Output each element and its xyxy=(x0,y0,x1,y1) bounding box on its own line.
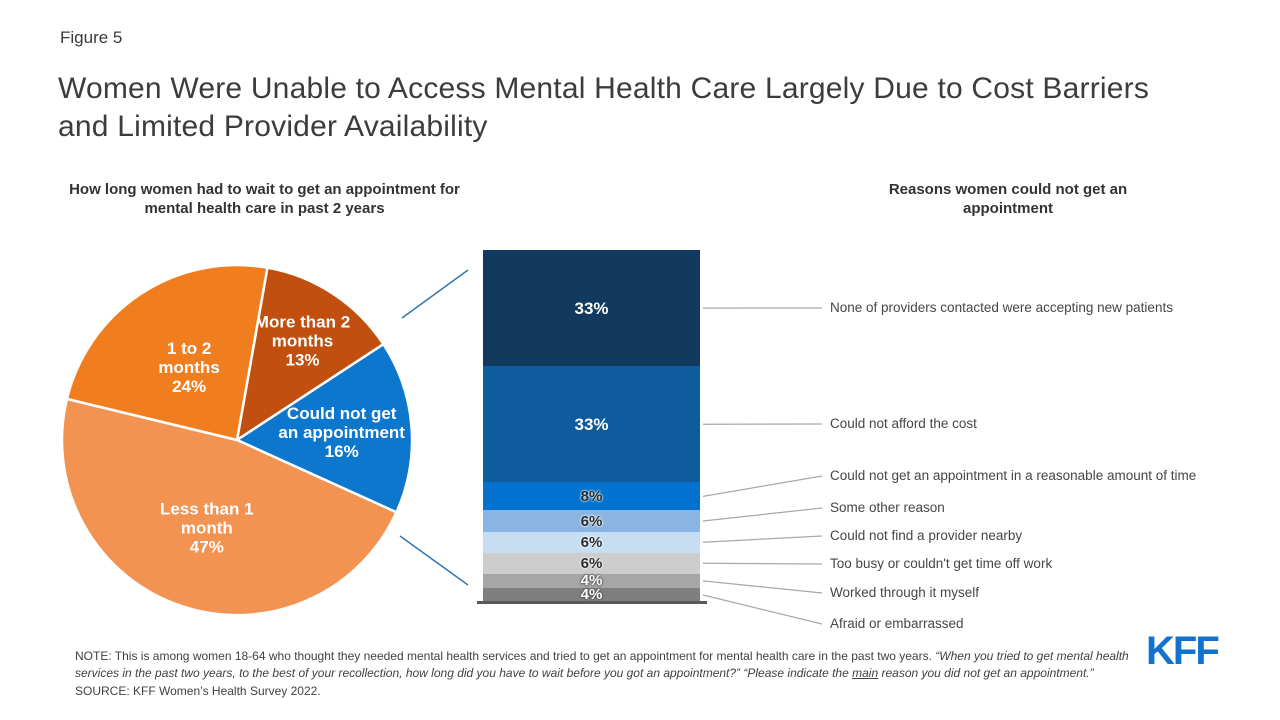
stacked-bar: 33% 33% 8% 6% 6% 6% 4% 4% xyxy=(483,250,700,602)
bar-segment-value: 6% xyxy=(580,512,603,530)
pie-slice-label-less-than-1-month: Less than 1 month 47% xyxy=(160,500,254,557)
bar-segment-value: 6% xyxy=(580,554,603,572)
bar-segment-value: 4% xyxy=(580,572,603,590)
reason-label-some-other-reason: Some other reason xyxy=(830,500,945,515)
leader-line xyxy=(702,475,823,498)
bar-segment-could-not-get-an-appointment-in-a-reason: 8% xyxy=(483,482,700,511)
pie-slice-could-not-get-an-appointment xyxy=(235,342,414,514)
reason-label-could-not-afford-the-cost: Could not afford the cost xyxy=(830,416,977,431)
leader-line xyxy=(702,535,823,543)
kff-logo: KFF xyxy=(1146,629,1220,673)
bar-axis-line xyxy=(477,601,707,604)
leader-line xyxy=(702,594,823,625)
bar-segment-worked-through-it-myself: 4% xyxy=(483,572,700,590)
leader-line xyxy=(702,580,823,594)
reason-label-could-not-get-an-appointment-in-a-reason: Could not get an appointment in a reason… xyxy=(830,468,1197,483)
pie-chart: More than 2 months 13% Could not get an appo… xyxy=(60,263,414,617)
pie-slice-less-than-1-month xyxy=(60,397,398,617)
leader-line xyxy=(702,562,823,565)
bar-segment-too-busy-or-couldn-t-get-time-off-work: 6% xyxy=(483,552,700,574)
bar-segment-value: 33% xyxy=(574,298,609,318)
reason-label-afraid-or-embarrassed: Afraid or embarrassed xyxy=(830,616,964,631)
reason-label-worked-through-it-myself: Worked through it myself xyxy=(830,585,980,600)
bar-segment-value: 4% xyxy=(580,586,603,604)
bar-segment-value: 8% xyxy=(580,487,603,505)
bar-segment-could-not-afford-the-cost: 33% xyxy=(483,366,700,483)
reason-label-could-not-find-a-provider-nearby: Could not find a provider nearby xyxy=(830,528,1023,543)
pie-slice-1-to-2-months xyxy=(65,263,269,442)
leader-line xyxy=(702,507,823,522)
reason-label-too-busy-or-couldn-t-get-time-off-work: Too busy or couldn't get time off work xyxy=(830,556,1053,571)
bar-segment-value: 33% xyxy=(574,414,609,434)
page-title: Women Were Unable to Access Mental Healt… xyxy=(58,72,1150,144)
pie-slice-more-than-2-months xyxy=(235,266,385,442)
bar-segment-afraid-or-embarrassed: 4% xyxy=(483,586,700,604)
figure-number: Figure 5 xyxy=(60,28,123,47)
source-text: SOURCE: KFF Women’s Health Survey 2022. xyxy=(75,684,321,699)
footer-note: NOTE: This is among women 18-64 who thou… xyxy=(75,648,1133,700)
bar-segment-could-not-find-a-provider-nearby: 6% xyxy=(483,531,700,553)
bar-segment-value: 6% xyxy=(580,533,603,551)
bar-segment-some-other-reason: 6% xyxy=(483,510,700,532)
pie-chart-subtitle: How long women had to wait to get an app… xyxy=(69,181,460,217)
reason-label-none-of-providers-contacted-were-accepti: None of providers contacted were accepti… xyxy=(830,300,1173,315)
pie-slice-label-1-to-2-months: 1 to 2 months 24% xyxy=(158,339,219,396)
bar-segment-none-of-providers-contacted-were-accepti: 33% xyxy=(483,250,700,367)
pie-slice-label-could-not-get-an-appointment: Could not get an appointment 16% xyxy=(278,404,405,461)
pie-slice-label-more-than-2-months: More than 2 months 13% xyxy=(255,313,350,370)
bar-chart-subtitle: Reasons women could not get an appointme… xyxy=(888,181,1128,217)
note-text: NOTE: This is among women 18-64 who thou… xyxy=(75,649,1129,681)
